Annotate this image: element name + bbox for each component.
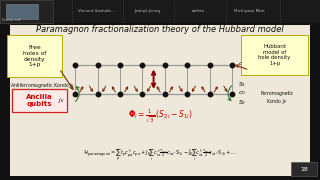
- Text: Ancilla
qubits: Ancilla qubits: [26, 94, 52, 107]
- FancyBboxPatch shape: [6, 4, 38, 19]
- Text: Janhyk Joceg: Janhyk Joceg: [134, 9, 160, 13]
- FancyBboxPatch shape: [7, 35, 62, 77]
- FancyBboxPatch shape: [12, 89, 67, 112]
- FancyBboxPatch shape: [291, 162, 317, 176]
- FancyBboxPatch shape: [0, 0, 53, 22]
- Text: Michiyasu Mori: Michiyasu Mori: [234, 9, 265, 13]
- FancyBboxPatch shape: [10, 25, 310, 176]
- Text: $S_1$: $S_1$: [238, 80, 246, 89]
- Text: Koomba hall: Koomba hall: [2, 18, 20, 22]
- FancyBboxPatch shape: [241, 35, 308, 75]
- Text: $J_K$: $J_K$: [58, 96, 65, 105]
- Text: $c_0$: $c_0$: [238, 89, 246, 97]
- Text: $S_2$: $S_2$: [238, 98, 246, 107]
- Text: Hubbard
model of
hole density
1+p: Hubbard model of hole density 1+p: [258, 44, 291, 66]
- Text: $\mathcal{H}_\mathrm{paramagnon} = \sum_p t_p c^\dagger_{p\alpha}c_{p\alpha}+ J_: $\mathcal{H}_\mathrm{paramagnon} = \sum_…: [83, 148, 237, 164]
- Text: 18: 18: [300, 166, 308, 172]
- Text: Free
holes of
density
1+p: Free holes of density 1+p: [23, 45, 46, 67]
- FancyBboxPatch shape: [0, 0, 320, 22]
- Text: anfrex: anfrex: [192, 9, 205, 13]
- Text: $\mathbf{\Phi}_i = \frac{1}{\sqrt{3}}\,(S_{2i} - S_{1i})$: $\mathbf{\Phi}_i = \frac{1}{\sqrt{3}}\,(…: [128, 107, 192, 125]
- Text: Vincent Sashala...: Vincent Sashala...: [78, 9, 114, 13]
- Text: $c_0$: $c_0$: [238, 60, 246, 68]
- Text: Ferromagnetic
Kondo $J_K$: Ferromagnetic Kondo $J_K$: [260, 91, 293, 106]
- Text: Antiferromagnetic Kondo $J_K$: Antiferromagnetic Kondo $J_K$: [10, 81, 75, 90]
- Text: Paramagnon fractionalization theory of the Hubbard model: Paramagnon fractionalization theory of t…: [36, 25, 284, 34]
